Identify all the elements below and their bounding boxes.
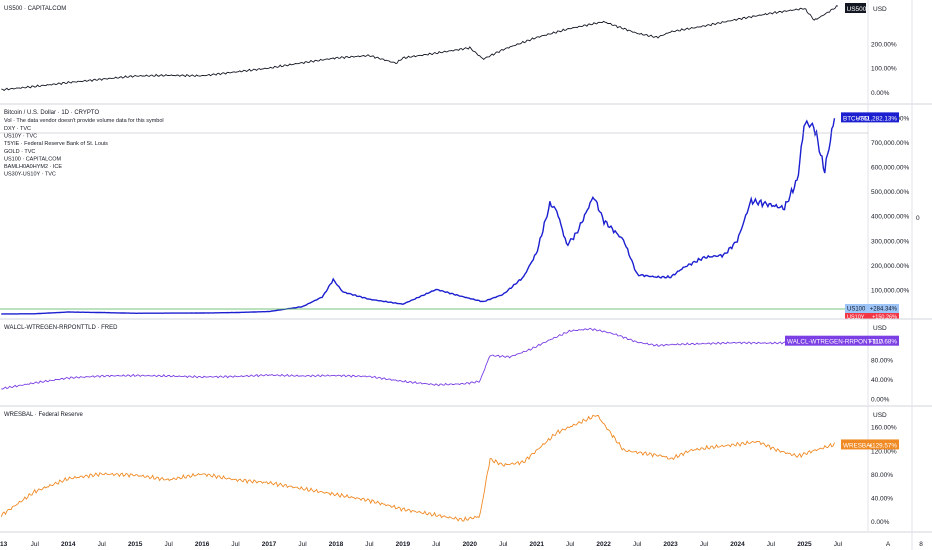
time-axis-label: Jul [767,541,776,548]
y-tick-label: 200.00% [871,41,897,48]
last-value-label: WALCL-WTREGEN-RRPONTTLD [787,339,884,346]
last-value-badge [785,335,899,346]
time-axis-label: Jul [432,541,441,548]
time-axis-label: Jul [98,541,107,548]
legend-item: T5YIE · Federal Reserve Bank of St. Loui… [4,141,108,147]
pane-title: Bitcoin / U.S. Dollar · 1D · CRYPTO [4,110,99,116]
time-axis-label: 2023 [663,541,678,548]
pane-subtitle: Vol · The data vendor doesn't provide vo… [4,118,164,124]
time-axis-label: 2025 [797,541,812,548]
currency-label: USD [873,412,887,419]
y-tick-label: 40.00% [871,377,893,384]
series-line-us500 [1,5,838,91]
last-value-badge [841,112,899,123]
y-tick-label: 0.00% [871,519,890,526]
y-tick-label: 500,000.00% [871,189,910,196]
gutter-label: 0 [916,215,920,222]
time-axis-label: Jul [700,541,709,548]
y-tick-label: 160.00% [871,425,897,432]
last-value-label: WRESBAL [843,442,874,449]
y-tick-label: 80.00% [871,472,893,479]
time-axis-label: 2020 [463,541,478,548]
y-tick-label: 200,000.00% [871,263,910,270]
y-tick-label: 0.00% [871,90,890,97]
last-value-label: US500 [847,6,867,13]
last-value-badge-us100 [845,304,899,313]
time-axis-label: Jul [499,541,508,548]
pane-walcl[interactable]: 0.00% 40.00% 80.00% USD WALCL-WTREGEN-RRPONT… [0,318,932,405]
pane-wresbal[interactable]: 0.00% 40.00% 80.00% 120.00% 160.00% USD WRESBA… [0,405,932,531]
y-tick-label: 100.00% [871,66,897,73]
pane-btc[interactable]: 100,000.00% 200,000.00% 300,000.00% 400,000… [0,103,932,321]
time-axis-label: 2017 [262,541,277,548]
last-value-label-us10y: US10Y [847,315,865,321]
time-axis-label: Jul [231,541,240,548]
y-tick-label: 0.00% [871,397,890,404]
legend-item: US30Y-US10Y · TVC [4,172,56,178]
time-axis-label: Jul [164,541,173,548]
time-axis-label: 13 [0,541,8,548]
time-axis-label: 2021 [529,541,544,548]
pane-title: WALCL-WTREGEN-RRPONTTLD · FRED [4,325,118,331]
time-axis-label: 2016 [195,541,210,548]
currency-label: USD [873,6,887,13]
last-value-text-us100: +284.34% [870,307,898,313]
y-tick-label: 400,000.00% [871,214,910,221]
last-value-badge [845,3,866,13]
time-axis-label: 2024 [730,541,745,548]
time-axis-label: Jul [566,541,575,548]
last-value-label: BTCUSD [843,115,869,122]
last-value-badge-us10y [845,313,899,319]
pane-title: WRESBAL · Federal Reserve [4,412,83,418]
series-line-wresbal [0,414,835,522]
time-axis-label: Jul [31,541,40,548]
time-axis-label: Jul [365,541,374,548]
time-axis-extra-label: 8 [919,541,923,548]
y-tick-label: 300,000.00% [871,238,910,245]
legend-item: GOLD · TVC [4,149,35,155]
last-value-text: +117.68% [869,339,897,346]
time-axis-label: 2018 [329,541,344,548]
time-axis-label: 2015 [128,541,143,548]
y-tick-label: 100,000.00% [871,287,910,294]
time-axis-label: Jul [298,541,307,548]
last-value-text: +129.57% [868,442,897,449]
legend-item: BAMLH0A0HYM2 · ICE [4,164,62,170]
y-tick-label: 120.00% [871,448,897,455]
time-axis-extra-label: A [886,541,891,548]
time-axis-label: Jul [834,541,843,548]
time-axis-label: 2019 [396,541,411,548]
series-line-btc [1,118,836,315]
pane-us500[interactable]: 0.00% 100.00% 200.00% USD US500 · CAPITALCOM… [1,0,897,103]
y-tick-label: 600,000.00% [871,165,910,172]
time-axis-label: 2014 [61,541,76,548]
last-value-badge [841,439,899,450]
y-tick-label: 80.00% [871,357,893,364]
last-value-text-us10y: +150.26% [872,315,897,321]
legend-item: US100 · CAPITALCOM [4,156,61,162]
legend-item: US10Y · TVC [4,134,37,140]
last-value-label-us100: US100 [847,307,866,313]
series-line-walcl [1,327,835,390]
currency-label: USD [873,325,887,332]
last-value-text: +761,282.13% [856,115,897,122]
y-tick-label: 700,000.00% [871,140,910,147]
pane-title: US500 · CAPITALCOM [4,6,66,12]
time-axis-label: 2022 [596,541,611,548]
y-tick-label: 40.00% [871,496,893,503]
legend-item: DXY · TVC [4,126,31,132]
time-axis-label: Jul [633,541,642,548]
